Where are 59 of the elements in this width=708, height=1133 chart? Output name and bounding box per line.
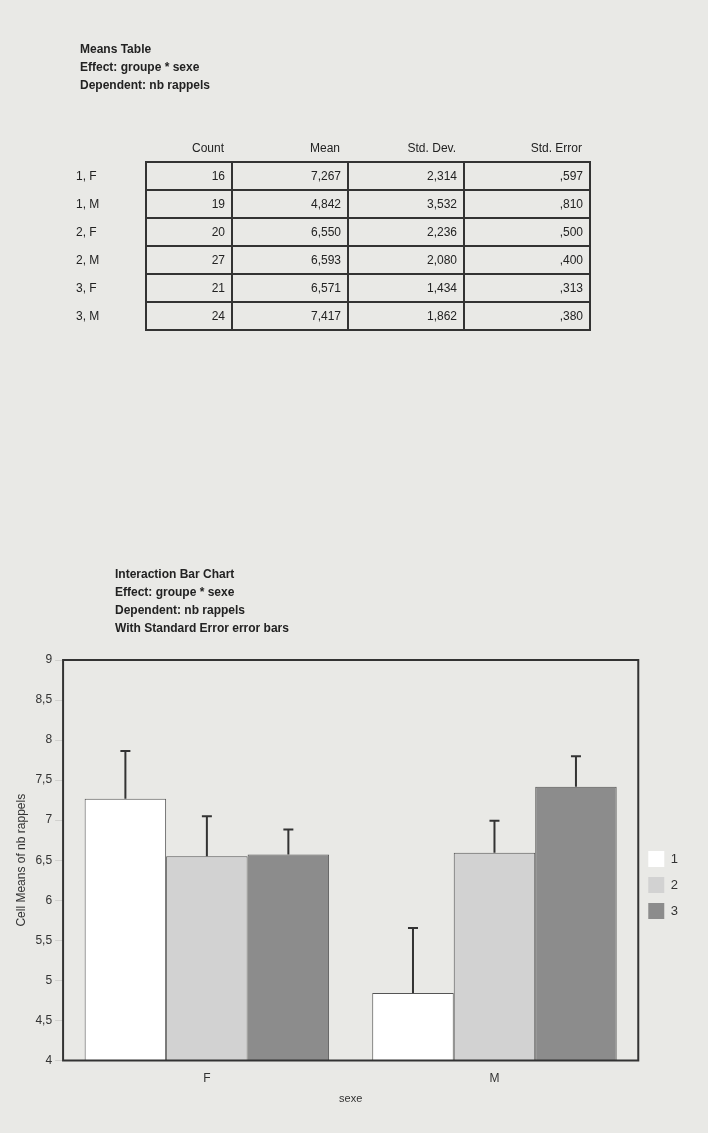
text: Dependent: nb rappels: [80, 77, 211, 94]
category-label: Count: [190, 140, 225, 157]
y-tick-label: 9: [45, 652, 53, 667]
category-label: Mean: [308, 140, 341, 157]
text: 1,434: [426, 281, 457, 295]
text: 6,593: [310, 253, 341, 267]
y-axis-title: Cell Means of nb rappels: [13, 793, 28, 927]
text: 20: [211, 225, 225, 239]
y-tick-label: 6,5: [35, 852, 53, 867]
text: 2,314: [426, 169, 457, 183]
y-tick-label: 8,5: [35, 692, 53, 707]
text: Dependent: nb rappels: [115, 602, 246, 619]
category-label: 2, M: [76, 253, 100, 267]
legend-label: 1: [670, 850, 678, 866]
y-tick-label: 7: [45, 812, 53, 827]
text: ,810: [559, 197, 583, 211]
text: 1,862: [426, 309, 457, 323]
text: 7,267: [310, 169, 341, 183]
text: 4,842: [310, 197, 341, 211]
category-label: Std. Error: [529, 140, 583, 157]
text: With Standard Error error bars: [115, 620, 289, 637]
y-tick-label: 8: [45, 732, 53, 747]
text: 24: [211, 309, 225, 323]
legend-label: 2: [670, 876, 678, 892]
text: Means Table: [80, 41, 153, 58]
text: 6,550: [310, 225, 341, 239]
text: ,380: [559, 309, 583, 323]
text: 7,417: [310, 309, 341, 323]
text: 6,571: [310, 281, 341, 295]
y-tick-label: 6: [45, 892, 53, 907]
category-label: Std. Dev.: [406, 140, 457, 157]
x-axis-title: sexe: [339, 1092, 363, 1105]
text: ,313: [559, 281, 583, 295]
y-tick-label: 4,5: [35, 1012, 53, 1027]
text: 27: [211, 253, 225, 267]
x-tick-label: F: [203, 1070, 211, 1085]
category-label: 1, M: [76, 197, 100, 211]
legend-label: 3: [670, 902, 678, 918]
text: 2,080: [426, 253, 457, 267]
text: 19: [211, 197, 225, 211]
text: 16: [211, 169, 225, 183]
text: 2,236: [426, 225, 457, 239]
y-tick-label: 5: [45, 972, 53, 987]
text: 21: [211, 281, 225, 295]
category-label: 3, F: [76, 281, 97, 295]
category-label: 2, F: [76, 225, 97, 239]
chart-subtitle: Effect: groupe * sexe: [115, 584, 236, 601]
category-label: 3, M: [76, 309, 100, 323]
text: ,500: [559, 225, 583, 239]
text: 3,532: [426, 197, 457, 211]
y-tick-label: 5,5: [35, 932, 53, 947]
y-tick-label: 7,5: [35, 772, 53, 787]
text: ,400: [559, 253, 583, 267]
category-label: 1, F: [76, 169, 97, 183]
y-tick-label: 4: [45, 1052, 53, 1067]
text: Effect: groupe * sexe: [80, 59, 201, 76]
chart-title: Interaction Bar Chart: [115, 566, 236, 583]
text: ,597: [559, 169, 583, 183]
x-tick-label: M: [489, 1070, 500, 1085]
